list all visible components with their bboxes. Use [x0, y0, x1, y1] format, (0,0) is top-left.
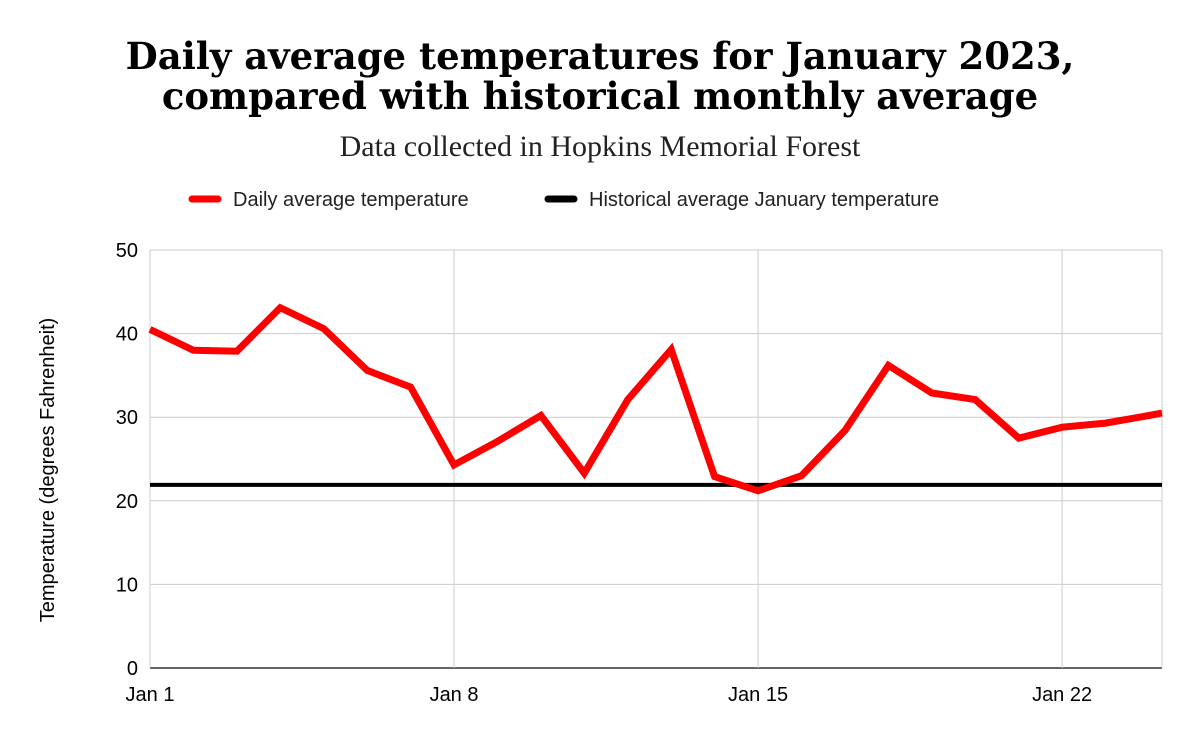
y-tick-label: 20: [116, 491, 138, 513]
x-tick-label: Jan 8: [430, 684, 479, 706]
y-tick-label: 10: [116, 574, 138, 596]
series-lines: [148, 303, 1163, 495]
y-tick-label: 0: [127, 658, 138, 680]
y-axis-ticks: 0 10 20 30 40 50: [116, 240, 138, 680]
y-tick-label: 50: [116, 240, 138, 262]
grid: [149, 249, 1163, 669]
series-line-daily-average: [148, 303, 1163, 495]
chart-title: Daily average temperatures for January 2…: [0, 36, 1200, 116]
x-tick-label: Jan 15: [728, 684, 788, 706]
legend-label: Daily average temperature: [233, 189, 469, 211]
chart-subtitle: Data collected in Hopkins Memorial Fores…: [339, 130, 861, 163]
x-tick-label: Jan 1: [126, 684, 175, 706]
chart-title-line-1: Daily average temperatures for January 2…: [125, 34, 1075, 78]
x-axis-ticks: Jan 1 Jan 8 Jan 15 Jan 22: [126, 684, 1093, 706]
chart-title-line-2: compared with historical monthly average: [161, 74, 1039, 118]
y-tick-label: 30: [116, 407, 138, 429]
y-tick-label: 40: [116, 324, 138, 346]
y-axis-label: Temperature (degrees Fahrenheit): [37, 318, 59, 623]
legend-label: Historical average January temperature: [589, 189, 939, 211]
legend: Daily average temperature Historical aver…: [188, 189, 939, 211]
x-tick-label: Jan 22: [1032, 684, 1092, 706]
